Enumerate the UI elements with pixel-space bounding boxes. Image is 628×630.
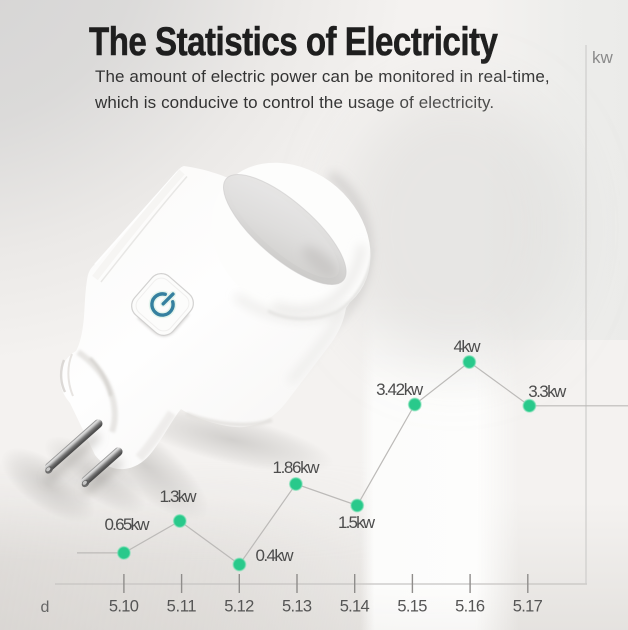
svg-text:5.12: 5.12 (224, 598, 254, 616)
svg-text:1.86kw: 1.86kw (273, 458, 321, 477)
svg-text:4kw: 4kw (454, 337, 482, 356)
svg-text:5.13: 5.13 (282, 598, 312, 616)
svg-text:3.42kw: 3.42kw (376, 380, 424, 399)
svg-text:5.10: 5.10 (109, 598, 139, 616)
svg-text:1.5kw: 1.5kw (338, 513, 376, 532)
svg-text:0.65kw: 0.65kw (105, 515, 151, 534)
svg-text:0.4kw: 0.4kw (256, 546, 295, 565)
svg-text:5.11: 5.11 (167, 598, 197, 616)
svg-text:5.17: 5.17 (513, 598, 543, 616)
svg-text:1.3kw: 1.3kw (160, 487, 198, 506)
svg-text:5.16: 5.16 (455, 598, 485, 616)
svg-text:5.14: 5.14 (340, 598, 370, 616)
svg-text:3.3kw: 3.3kw (528, 382, 567, 401)
svg-text:d: d (41, 599, 50, 616)
svg-text:kw: kw (592, 48, 614, 67)
svg-text:5.15: 5.15 (397, 598, 427, 616)
